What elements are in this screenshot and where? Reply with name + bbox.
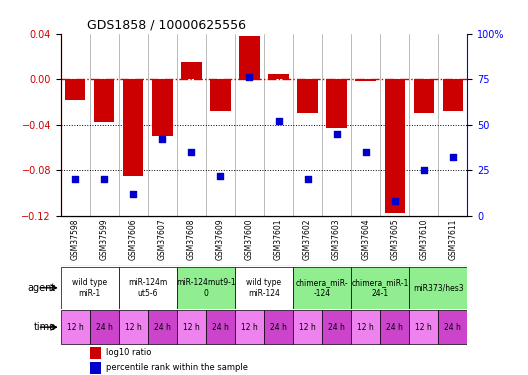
Bar: [413, 79, 434, 113]
Bar: [65, 79, 86, 100]
Text: GSM37600: GSM37600: [245, 218, 254, 260]
Point: [187, 149, 196, 155]
Text: GSM37599: GSM37599: [100, 218, 109, 260]
Point: [391, 198, 399, 204]
Bar: [297, 79, 318, 113]
Text: miR373/hes3: miR373/hes3: [413, 284, 464, 292]
Point: [449, 154, 457, 160]
Point: [303, 176, 312, 182]
Text: miR-124mut9-1
0: miR-124mut9-1 0: [176, 278, 235, 297]
Bar: [90, 310, 119, 344]
Bar: [90, 347, 101, 358]
Point: [275, 118, 283, 124]
Text: percentile rank within the sample: percentile rank within the sample: [106, 363, 248, 372]
Text: 24 h: 24 h: [96, 322, 112, 332]
Bar: [177, 267, 235, 309]
Text: 12 h: 12 h: [241, 322, 258, 332]
Bar: [206, 310, 235, 344]
Bar: [181, 62, 202, 79]
Bar: [293, 310, 322, 344]
Bar: [61, 267, 119, 309]
Bar: [268, 74, 289, 79]
Text: GSM37604: GSM37604: [361, 218, 370, 260]
Text: 12 h: 12 h: [357, 322, 374, 332]
Text: GDS1858 / 10000625556: GDS1858 / 10000625556: [87, 19, 246, 32]
Bar: [264, 310, 293, 344]
Bar: [148, 310, 177, 344]
Bar: [322, 310, 351, 344]
Text: 12 h: 12 h: [125, 322, 142, 332]
Text: GSM37610: GSM37610: [419, 218, 428, 259]
Bar: [119, 310, 148, 344]
Text: GSM37606: GSM37606: [129, 218, 138, 260]
Point: [129, 191, 137, 197]
Text: 24 h: 24 h: [386, 322, 403, 332]
Bar: [355, 79, 376, 81]
Point: [216, 172, 225, 178]
Bar: [235, 310, 264, 344]
Text: GSM37608: GSM37608: [187, 218, 196, 259]
Text: 12 h: 12 h: [183, 322, 200, 332]
Bar: [90, 362, 101, 374]
Bar: [438, 310, 467, 344]
Text: 24 h: 24 h: [328, 322, 345, 332]
Point: [100, 176, 109, 182]
Bar: [326, 79, 347, 128]
Text: GSM37602: GSM37602: [303, 218, 312, 259]
Bar: [61, 310, 90, 344]
Point: [158, 136, 167, 142]
Text: wild type
miR-124: wild type miR-124: [247, 278, 281, 297]
Text: 24 h: 24 h: [154, 322, 171, 332]
Text: 12 h: 12 h: [416, 322, 432, 332]
Text: 24 h: 24 h: [445, 322, 461, 332]
Bar: [409, 310, 438, 344]
Bar: [380, 310, 409, 344]
Point: [71, 176, 80, 182]
Text: GSM37607: GSM37607: [158, 218, 167, 260]
Text: miR-124m
ut5-6: miR-124m ut5-6: [128, 278, 167, 297]
Text: 12 h: 12 h: [67, 322, 83, 332]
Bar: [384, 79, 405, 213]
Text: GSM37601: GSM37601: [274, 218, 283, 259]
Text: 12 h: 12 h: [299, 322, 316, 332]
Text: GSM37603: GSM37603: [332, 218, 341, 260]
Text: chimera_miR-
-124: chimera_miR- -124: [296, 278, 348, 297]
Text: 24 h: 24 h: [270, 322, 287, 332]
Bar: [235, 267, 293, 309]
Text: 24 h: 24 h: [212, 322, 229, 332]
Point: [361, 149, 370, 155]
Text: chimera_miR-1
24-1: chimera_miR-1 24-1: [352, 278, 409, 297]
Text: time: time: [33, 322, 55, 332]
Point: [245, 74, 254, 80]
Bar: [210, 79, 231, 111]
Text: GSM37598: GSM37598: [71, 218, 80, 259]
Bar: [351, 310, 380, 344]
Bar: [442, 79, 463, 111]
Text: GSM37609: GSM37609: [216, 218, 225, 260]
Bar: [123, 79, 144, 176]
Bar: [351, 267, 409, 309]
Text: wild type
miR-1: wild type miR-1: [72, 278, 107, 297]
Bar: [293, 267, 351, 309]
Bar: [409, 267, 467, 309]
Text: log10 ratio: log10 ratio: [106, 348, 151, 357]
Bar: [152, 79, 173, 136]
Point: [333, 131, 341, 137]
Text: GSM37611: GSM37611: [448, 218, 457, 259]
Bar: [239, 36, 260, 79]
Text: GSM37605: GSM37605: [390, 218, 399, 260]
Bar: [94, 79, 115, 122]
Bar: [119, 267, 177, 309]
Bar: [177, 310, 206, 344]
Text: agent: agent: [27, 283, 55, 293]
Point: [420, 167, 428, 173]
